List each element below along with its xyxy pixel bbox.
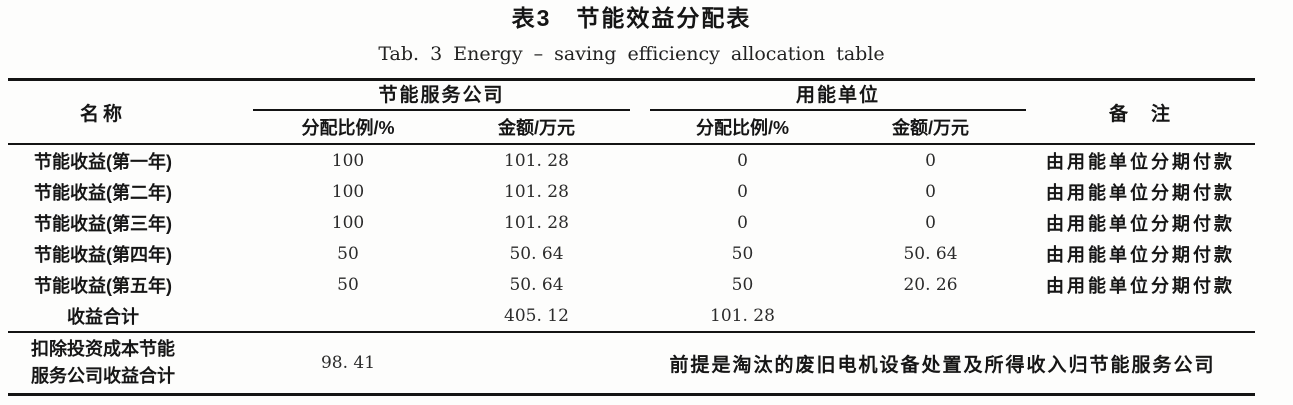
cell-esco-amount: 101. 28 xyxy=(504,181,569,202)
table-row: 节能收益(第二年) 100 101. 28 0 0 由用能单位分期付款 xyxy=(8,176,1255,207)
footer-name-line2: 服务公司收益合计 xyxy=(31,366,175,386)
column-header-esco-ratio: 分配比例/% xyxy=(301,118,395,138)
column-header-remark: 备 注 xyxy=(1108,103,1172,125)
cell-esco-amount: 405. 12 xyxy=(504,305,569,326)
cell-name: 收益合计 xyxy=(67,306,139,327)
column-header-esco-amount: 金额/万元 xyxy=(497,118,575,138)
cell-user-ratio: 0 xyxy=(737,181,748,202)
cell-esco-ratio: 100 xyxy=(331,212,365,233)
cell-user-amount: 0 xyxy=(925,150,936,171)
group-subheaders-esco: 分配比例/% 金额/万元 xyxy=(253,111,630,143)
cell-esco-ratio: 50 xyxy=(337,243,359,264)
table-row: 节能收益(第四年) 50 50. 64 50 50. 64 由用能单位分期付款 xyxy=(8,238,1255,269)
cell-name: 节能收益(第二年) xyxy=(34,182,172,203)
cell-user-ratio: 50 xyxy=(731,274,754,295)
column-group-esco: 节能服务公司 分配比例/% 金额/万元 xyxy=(253,81,630,143)
column-group-user: 用能单位 分配比例/% 金额/万元 xyxy=(650,81,1026,143)
cell-name: 节能收益(第一年) xyxy=(34,151,172,172)
cell-remark: 由用能单位分期付款 xyxy=(1046,151,1235,172)
cell-remark: 由用能单位分期付款 xyxy=(1046,182,1235,203)
group-subheaders-user: 分配比例/% 金额/万元 xyxy=(650,111,1026,143)
cell-user-ratio: 0 xyxy=(737,212,748,233)
cell-esco-ratio: 100 xyxy=(331,150,365,171)
cell-user-amount: 0 xyxy=(925,212,936,233)
table-row: 节能收益(第一年) 100 101. 28 0 0 由用能单位分期付款 xyxy=(8,145,1255,176)
column-header-user-amount: 金额/万元 xyxy=(891,118,969,138)
table-title-en: Tab. 3 Energy – saving efficiency alloca… xyxy=(378,43,885,65)
allocation-table: 名称 节能服务公司 分配比例/% 金额/万元 用能单位 分配比例/% 金额/万元… xyxy=(8,78,1255,396)
cell-esco-amount: 50. 64 xyxy=(509,274,564,295)
column-header-name: 名称 xyxy=(79,103,126,125)
cell-user-amount: 0 xyxy=(925,181,936,202)
table-body: 节能收益(第一年) 100 101. 28 0 0 由用能单位分期付款 节能收益… xyxy=(8,145,1255,333)
cell-user-ratio: 50 xyxy=(731,243,754,264)
cell-esco-ratio: 100 xyxy=(331,181,365,202)
cell-remark: 由用能单位分期付款 xyxy=(1046,244,1235,265)
cell-user-ratio: 101. 28 xyxy=(710,305,775,326)
table-row-total: 收益合计 405. 12 101. 28 xyxy=(8,300,1255,331)
table-header: 名称 节能服务公司 分配比例/% 金额/万元 用能单位 分配比例/% 金额/万元… xyxy=(8,81,1255,145)
table-caption: 表3 节能效益分配表 Tab. 3 Energy – saving effici… xyxy=(0,0,1263,65)
cell-esco-ratio: 50 xyxy=(337,274,359,295)
cell-remark: 由用能单位分期付款 xyxy=(1046,275,1235,296)
group-header-user: 用能单位 xyxy=(650,81,1026,111)
table-footer-row: 扣除投资成本节能 服务公司收益合计 98. 41 前提是淘汰的废旧电机设备处置及… xyxy=(8,333,1255,393)
cell-user-ratio: 0 xyxy=(737,150,748,171)
footer-name-line1: 扣除投资成本节能 xyxy=(31,339,175,359)
cell-footer-name: 扣除投资成本节能 服务公司收益合计 xyxy=(8,336,253,390)
group-header-esco: 节能服务公司 xyxy=(253,81,630,111)
cell-esco-amount: 50. 64 xyxy=(509,243,564,264)
column-header-user-ratio: 分配比例/% xyxy=(695,118,789,138)
cell-name: 节能收益(第三年) xyxy=(34,213,172,234)
cell-esco-amount: 101. 28 xyxy=(504,150,569,171)
cell-user-amount: 50. 64 xyxy=(903,243,958,264)
cell-user-amount: 20. 26 xyxy=(903,274,958,295)
table-row: 节能收益(第五年) 50 50. 64 50 20. 26 由用能单位分期付款 xyxy=(8,269,1255,300)
cell-name: 节能收益(第五年) xyxy=(34,275,172,296)
cell-esco-amount: 101. 28 xyxy=(504,212,569,233)
cell-remark: 由用能单位分期付款 xyxy=(1046,213,1235,234)
table-row: 节能收益(第三年) 100 101. 28 0 0 由用能单位分期付款 xyxy=(8,207,1255,238)
cell-footer-note: 前提是淘汰的废旧电机设备处置及所得收入归节能服务公司 xyxy=(669,354,1216,376)
header-group-gap xyxy=(630,81,650,143)
table-title-cn: 表3 节能效益分配表 xyxy=(511,5,752,31)
cell-name: 节能收益(第四年) xyxy=(34,244,172,265)
cell-footer-value: 98. 41 xyxy=(320,353,376,373)
